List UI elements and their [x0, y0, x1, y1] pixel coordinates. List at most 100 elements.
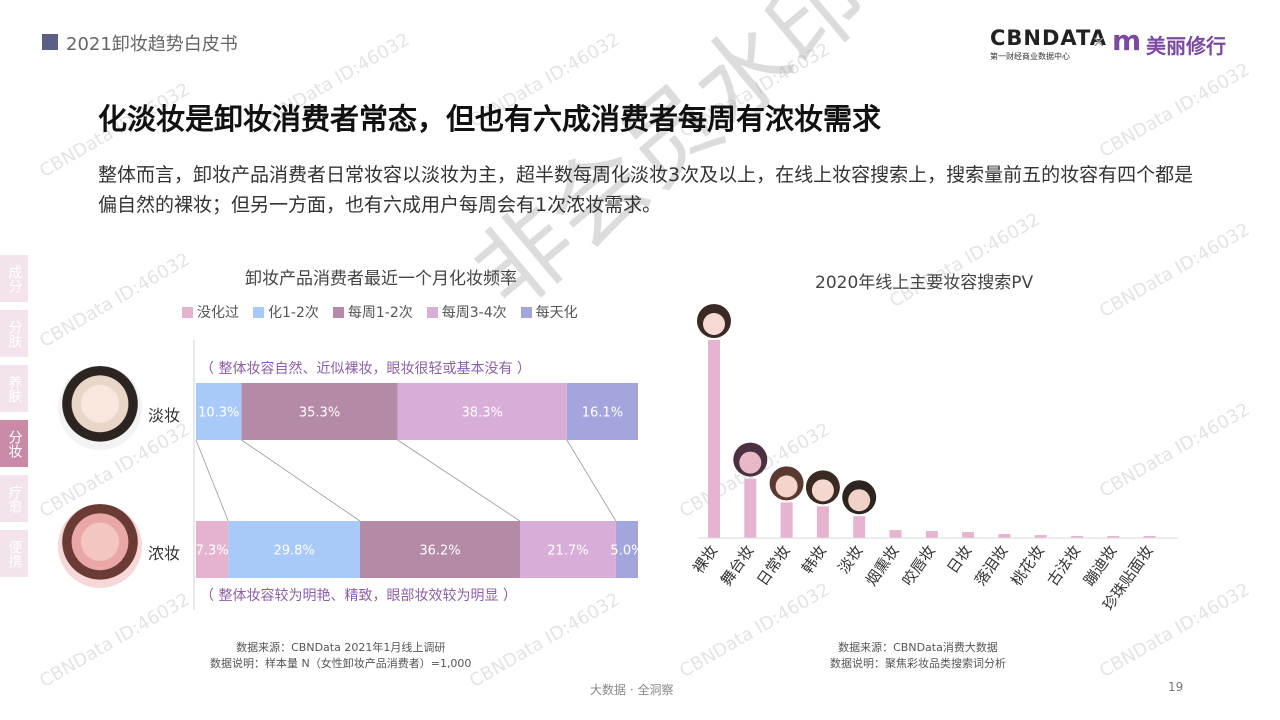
category-label: 韩妆: [798, 542, 830, 577]
legend-label: 每周3-4次: [441, 305, 507, 321]
pv-bar: [816, 506, 829, 538]
section-tab-makeup[interactable]: 分妆: [0, 420, 28, 467]
section-tab-skin-type[interactable]: 分肤: [0, 310, 28, 357]
left-chart-legend: 没化过 化1-2次 每周1-2次 每周3-4次 每天化: [182, 302, 578, 322]
connector-line: [566, 439, 617, 522]
connector-line: [397, 439, 521, 522]
pv-bar: [1143, 536, 1156, 538]
pv-bar: [998, 534, 1011, 538]
bar-segment: [196, 521, 229, 578]
right-chart-source: 数据来源：CBNData消费大数据 数据说明：聚焦彩妆品类搜索词分析: [830, 640, 1006, 672]
report-marker: [42, 34, 58, 50]
pv-bar: [962, 532, 975, 538]
bar-segment: [359, 521, 520, 578]
partner-logo-icon: m: [1112, 24, 1142, 57]
pv-bar: [1071, 536, 1083, 538]
segment-label: 7.3%: [196, 544, 229, 559]
face-thumbnail-skin: [848, 489, 871, 512]
pv-bar: [1107, 536, 1120, 538]
legend-swatch: [426, 306, 438, 318]
section-tab-label: 疗愈: [6, 484, 23, 513]
light-makeup-avatar: [58, 366, 142, 450]
bar-segment: [519, 521, 616, 578]
watermark-id: CBNData ID:46032: [1096, 59, 1254, 162]
legend-item: 每天化: [520, 302, 578, 322]
pv-bar: [853, 516, 866, 538]
segment-label: 5.0%: [610, 544, 643, 559]
category-label: 日妆: [943, 542, 975, 577]
category-label: 落泪妆: [971, 542, 1012, 589]
segment-label: 10.3%: [198, 406, 239, 421]
pv-bar: [708, 340, 720, 538]
left-note-line: 数据说明：样本量 N（女性卸妆产品消费者）=1,000: [210, 657, 472, 670]
legend-label: 化1-2次: [268, 305, 319, 321]
section-tab-ingredient[interactable]: 成分: [0, 255, 28, 302]
section-tab-portable[interactable]: 便携: [0, 530, 28, 577]
section-tab-label: 便携: [6, 539, 23, 568]
legend-item: 每周1-2次: [332, 302, 413, 322]
segment-label: 35.3%: [299, 406, 340, 421]
legend-swatch: [182, 306, 193, 318]
category-label: 裸妆: [690, 542, 721, 577]
cbndata-logo: CBNDATA: [990, 26, 1107, 50]
legend-swatch: [253, 306, 264, 318]
stacked-bars: 10.3% 35.3% 38.3% 16.1% 7.3% 29.8% 36.2% 21.7% 5…: [196, 383, 643, 578]
right-note-line: 数据说明：聚焦彩妆品类搜索词分析: [830, 657, 1006, 670]
legend-swatch: [332, 306, 344, 318]
legend-item: 每周3-4次: [426, 302, 507, 322]
section-tab-healing[interactable]: 疗愈: [0, 475, 28, 522]
category-label: 桃花妆: [1007, 542, 1048, 589]
heavy-makeup-avatar: [58, 504, 142, 588]
bar-segment: [397, 383, 567, 440]
bar-segment: [241, 383, 398, 440]
face-thumbnail-skin: [703, 313, 725, 335]
pv-bar: [889, 530, 902, 538]
category-label: 日常妆: [753, 542, 794, 589]
segment-label: 29.8%: [273, 544, 314, 559]
report-title: 2021卸妆趋势白皮书: [66, 34, 238, 55]
page-number: 19: [1168, 680, 1184, 694]
category-label: 舞台妆: [717, 542, 758, 589]
heavy-makeup-label: 浓妆: [148, 544, 181, 563]
legend-item: 没化过: [182, 302, 239, 322]
left-chart-svg: 10.3% 35.3% 38.3% 16.1% 7.3% 29.8% 36.2% 21.7% 5…: [193, 340, 643, 610]
category-label: 淡妆: [835, 542, 867, 577]
left-source-line: 数据来源：CBNData 2021年1月线上调研: [236, 641, 446, 654]
partner-logo-text: 美丽修行: [1146, 34, 1226, 58]
section-nav: 成分 分肤 养肤 分妆 疗愈 便携: [0, 255, 28, 585]
bar-segment: [615, 521, 638, 578]
cbndata-logo-subtitle: 第一财经商业数据中心: [990, 52, 1070, 61]
section-tab-label: 分妆: [6, 429, 23, 458]
face-thumbnail-skin: [775, 475, 798, 498]
watermark-id: CBNData ID:46032: [36, 589, 194, 692]
section-tab-label: 成分: [6, 264, 23, 293]
pv-bar: [1034, 535, 1047, 538]
pv-bar: [744, 478, 757, 538]
footer-slogan: 大数据 · 全洞察: [590, 683, 674, 697]
connector-line: [241, 439, 361, 522]
legend-label: 每周1-2次: [347, 305, 413, 321]
legend-label: 每天化: [535, 305, 578, 321]
logo-separator: ×: [1092, 32, 1106, 51]
segment-label: 38.3%: [462, 406, 503, 421]
light-makeup-label: 淡妆: [148, 406, 181, 425]
right-source-line: 数据来源：CBNData消费大数据: [838, 641, 998, 654]
left-chart-title: 卸妆产品消费者最近一个月化妆频率: [245, 269, 517, 289]
segment-label: 36.2%: [419, 544, 460, 559]
category-label: 咬唇妆: [899, 542, 940, 589]
segment-label: 16.1%: [582, 406, 623, 421]
watermark-id: CBNData ID:46032: [36, 249, 194, 352]
face-thumbnail-skin: [739, 451, 762, 474]
summary-paragraph: 整体而言，卸妆产品消费者日常妆容以淡妆为主，超半数每周化淡妆3次及以上，在线上妆…: [98, 164, 1194, 216]
section-tab-label: 养肤: [6, 374, 23, 403]
face-thumbnail-skin: [811, 479, 834, 502]
section-tab-label: 分肤: [6, 319, 23, 348]
right-chart-title: 2020年线上主要妆容搜索PV: [815, 273, 1034, 293]
legend-swatch: [520, 306, 532, 318]
page-headline: 化淡妆是卸妆消费者常态，但也有六成消费者每周有浓妆需求: [98, 102, 882, 136]
section-tab-skincare[interactable]: 养肤: [0, 365, 28, 412]
pv-bar: [780, 502, 793, 538]
light-makeup-annotation: （ 整体妆容自然、近似裸妆，眼妆很轻或基本没有 ）: [200, 361, 531, 377]
